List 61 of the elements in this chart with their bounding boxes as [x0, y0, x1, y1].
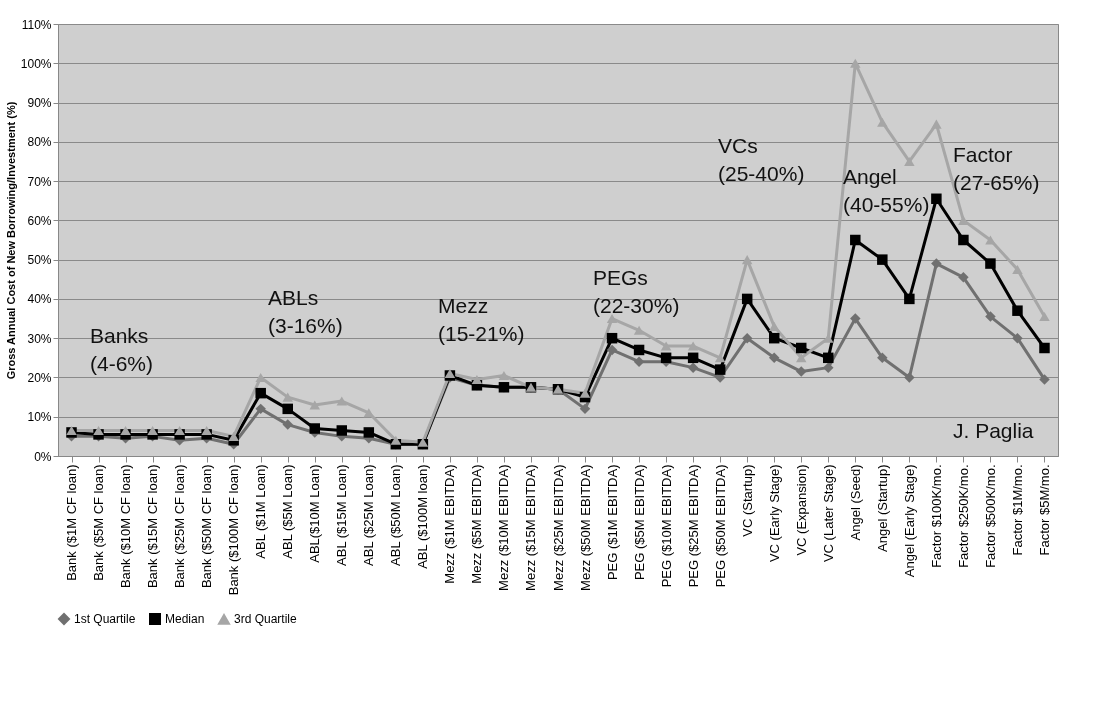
- legend-label: 3rd Quartile: [234, 612, 298, 627]
- y-tick-label: 70%: [27, 174, 52, 189]
- annotation: ABLs (3-16%): [268, 285, 343, 337]
- x-tick-label: VC (Early Stage): [766, 464, 782, 563]
- x-tick-label: Bank ($25M CF loan): [172, 464, 188, 589]
- annotation: PEGs (22-30%): [593, 266, 680, 318]
- annotation: Angel (40-55%): [843, 164, 930, 216]
- x-tick-label: ABL ($5M Loan): [280, 464, 296, 559]
- x-tick-label: Bank ($50M CF loan): [199, 464, 215, 589]
- x-tick-label: ABL($10M Loan): [307, 464, 323, 563]
- x-tick-label: Bank ($5M CF loan): [91, 464, 107, 581]
- x-tick-label: Factor $500K/mo.: [982, 464, 998, 568]
- y-tick-label: 50%: [27, 253, 52, 268]
- annotation: Factor (27-65%): [953, 142, 1040, 194]
- x-tick-label: Mezz ($10M EBITDA): [496, 464, 512, 591]
- x-tick-label: ABL ($1M Loan): [253, 464, 269, 559]
- x-tick-label: Bank ($15M CF loan): [145, 464, 161, 589]
- x-tick-label: VC (Startup): [739, 464, 755, 537]
- x-tick-label: Mezz ($50M EBITDA): [577, 464, 593, 591]
- y-tick-label: 30%: [27, 331, 52, 346]
- y-axis-title: Gross Annual Cost of New Borrowing/Investment (%): [4, 101, 17, 380]
- y-tick-label: 20%: [27, 370, 52, 385]
- x-tick-label: ABL ($50M Loan): [388, 464, 404, 566]
- annotation: VCs (25-40%): [718, 134, 805, 186]
- x-tick-label: PEG ($10M EBITDA): [658, 464, 674, 588]
- y-tick-label: 80%: [27, 135, 52, 150]
- x-tick-label: Bank ($1M CF loan): [64, 464, 80, 581]
- x-tick-label: PEG ($1M EBITDA): [604, 464, 620, 581]
- x-tick-label: Bank ($10M CF loan): [118, 464, 134, 589]
- x-tick-label: ABL ($100M loan): [415, 464, 431, 569]
- y-tick-label: 110%: [21, 17, 52, 32]
- x-tick-label: Bank ($100M CF loan): [226, 464, 242, 596]
- y-tick-label: 10%: [27, 410, 52, 425]
- x-tick-label: Factor $5M/mo.: [1036, 464, 1052, 556]
- x-tick-label: Factor $100K/mo.: [928, 464, 944, 568]
- x-tick-label: ABL ($25M Loan): [361, 464, 377, 566]
- x-tick-label: ABL ($15M Loan): [334, 464, 350, 566]
- x-tick-label: PEG ($50M EBITDA): [712, 464, 728, 588]
- x-tick-label: VC (Later Stage): [820, 464, 836, 563]
- x-tick-label: VC (Expansion): [793, 464, 809, 556]
- x-tick-label: Angel (Seed): [847, 464, 863, 541]
- x-tick-label: PEG ($5M EBITDA): [631, 464, 647, 581]
- y-tick-label: 90%: [27, 96, 52, 111]
- x-tick-label: Mezz ($1M EBITDA): [442, 464, 458, 584]
- x-tick-label: Angel (Startup): [874, 464, 890, 552]
- x-tick-label: Mezz ($5M EBITDA): [469, 464, 485, 584]
- x-tick-label: PEG ($25M EBITDA): [685, 464, 701, 588]
- y-tick-label: 40%: [27, 292, 52, 307]
- x-tick-label: Mezz ($25M EBITDA): [550, 464, 566, 591]
- x-tick-label: Mezz ($15M EBITDA): [523, 464, 539, 591]
- annotation: Mezz (15-21%): [438, 294, 525, 346]
- legend-label: 1st Quartile: [74, 612, 136, 626]
- y-tick-label: 60%: [27, 213, 52, 228]
- y-tick-label: 0%: [34, 449, 52, 464]
- legend-label: Median: [165, 612, 205, 626]
- x-tick-label: Factor $250K/mo.: [955, 464, 971, 568]
- annotation: Banks (4-6%): [90, 324, 154, 376]
- x-tick-label: Angel (Early Stage): [901, 464, 917, 578]
- annotation: J. Paglia: [953, 419, 1034, 443]
- y-tick-label: 100%: [20, 56, 52, 71]
- x-tick-label: Factor $1M/mo.: [1009, 464, 1025, 556]
